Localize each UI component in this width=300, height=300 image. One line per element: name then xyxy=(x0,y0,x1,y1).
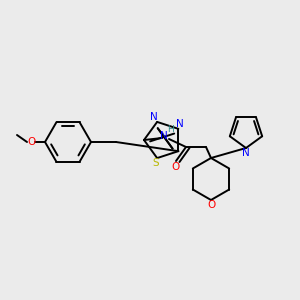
Text: S: S xyxy=(153,158,159,168)
Text: N: N xyxy=(160,131,168,141)
Text: O: O xyxy=(171,162,179,172)
Text: O: O xyxy=(27,137,35,147)
Text: H: H xyxy=(168,125,174,134)
Text: N: N xyxy=(176,119,184,129)
Text: N: N xyxy=(242,148,250,158)
Text: O: O xyxy=(207,200,215,210)
Text: N: N xyxy=(150,112,158,122)
